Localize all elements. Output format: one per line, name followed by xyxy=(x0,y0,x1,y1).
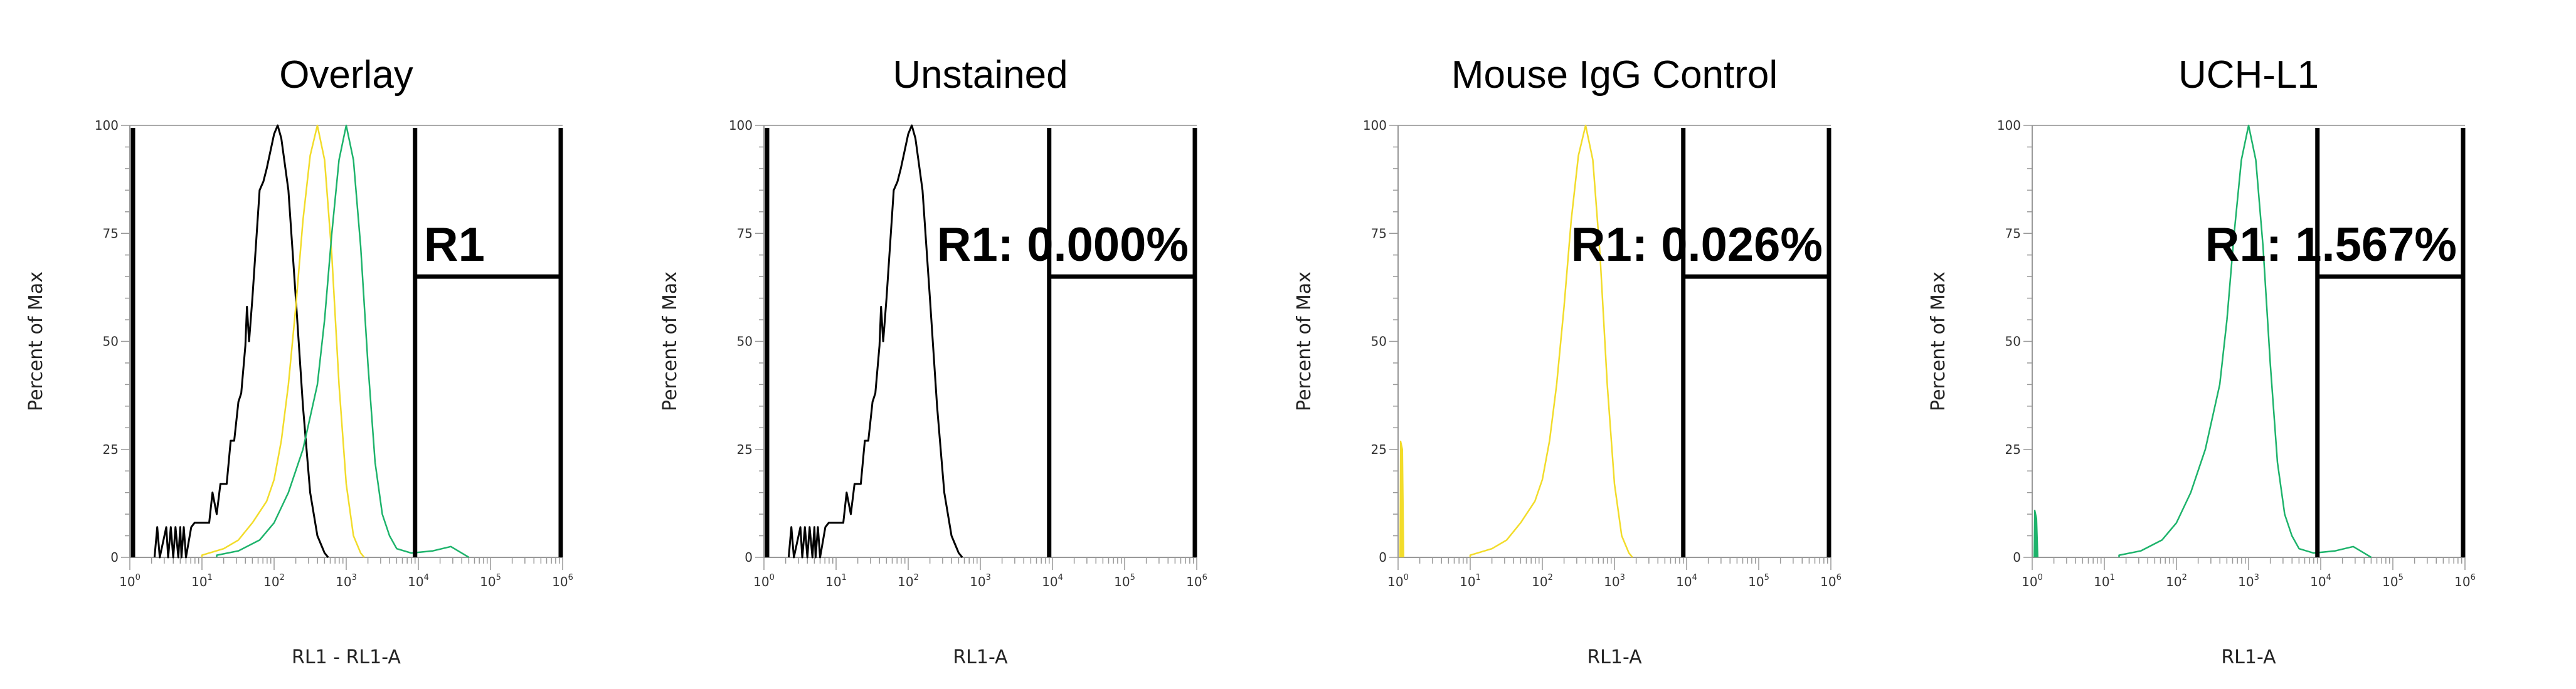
y-tick-label: 75 xyxy=(2005,226,2021,241)
y-tick-label: 50 xyxy=(2005,334,2021,349)
x-tick-label: 100 xyxy=(753,573,775,589)
y-axis-label: Percent of Max xyxy=(1293,271,1315,411)
y-tick-label: 50 xyxy=(1371,334,1387,349)
x-tick-label: 105 xyxy=(480,573,501,589)
y-tick-label: 0 xyxy=(1379,550,1387,565)
y-tick-label: 25 xyxy=(737,442,753,457)
x-tick-label: 101 xyxy=(1460,573,1481,589)
y-tick-label: 100 xyxy=(729,118,753,133)
x-tick-label: 103 xyxy=(970,573,991,589)
y-tick-label: 25 xyxy=(2005,442,2021,457)
x-tick-label: 101 xyxy=(825,573,847,589)
gate-label: R1: 1.567% xyxy=(2205,218,2457,271)
x-tick-label: 104 xyxy=(1042,573,1063,589)
histogram-line-uchl1 xyxy=(216,124,470,559)
x-tick-label: 101 xyxy=(2094,573,2115,589)
x-tick-label: 102 xyxy=(2166,573,2187,589)
x-tick-label: 102 xyxy=(898,573,919,589)
histogram-panel: Unstained 0 25 50 75 100 100 101 102 103 104 105 106… xyxy=(659,53,1207,668)
y-tick-label: 75 xyxy=(737,226,753,241)
y-tick-label: 50 xyxy=(737,334,753,349)
x-tick-label: 105 xyxy=(1748,573,1769,589)
y-tick-label: 75 xyxy=(1371,226,1387,241)
x-tick-label: 106 xyxy=(1186,573,1207,589)
x-tick-label: 106 xyxy=(552,573,573,589)
panel-title: Overlay xyxy=(279,53,413,97)
x-tick-label: 105 xyxy=(2382,573,2404,589)
y-tick-label: 100 xyxy=(1363,118,1387,133)
panel-title: UCH-L1 xyxy=(2178,53,2319,97)
histogram-panel: Overlay 0 25 50 75 100 100 101 102 103 104 105 106 RL… xyxy=(25,53,573,668)
x-tick-label: 103 xyxy=(1604,573,1625,589)
panel-title: Unstained xyxy=(893,53,1068,97)
y-tick-label: 0 xyxy=(110,550,119,565)
gate-label: R1: 0.000% xyxy=(937,218,1189,271)
gate-label: R1 xyxy=(424,218,485,271)
histogram-panel: Mouse IgG Control 0 25 50 75 100 100 101 102 103 1… xyxy=(1293,53,1842,668)
x-tick-label: 106 xyxy=(2454,573,2476,589)
x-axis-label: RL1-A xyxy=(953,646,1008,668)
y-tick-label: 100 xyxy=(95,118,119,133)
y-axis-label: Percent of Max xyxy=(1927,271,1949,411)
y-tick-label: 100 xyxy=(1997,118,2021,133)
x-tick-label: 104 xyxy=(2310,573,2331,589)
y-tick-label: 75 xyxy=(103,226,119,241)
histogram-spike xyxy=(1399,440,1404,558)
y-axis-label: Percent of Max xyxy=(25,271,47,411)
x-axis-label: RL1 - RL1-A xyxy=(292,646,401,668)
y-tick-label: 50 xyxy=(103,334,119,349)
x-tick-label: 100 xyxy=(119,573,140,589)
x-tick-label: 105 xyxy=(1114,573,1135,589)
x-tick-label: 104 xyxy=(408,573,429,589)
x-tick-label: 104 xyxy=(1676,573,1697,589)
x-tick-label: 103 xyxy=(2238,573,2259,589)
histogram-spike xyxy=(2033,509,2038,558)
histogram-line-unstained xyxy=(787,124,963,559)
histogram-line-igg xyxy=(1469,124,1633,558)
y-tick-label: 0 xyxy=(745,550,753,565)
histogram-line-igg xyxy=(201,124,365,558)
x-axis-label: RL1-A xyxy=(1587,646,1642,668)
x-tick-label: 100 xyxy=(1387,573,1409,589)
x-tick-label: 102 xyxy=(263,573,285,589)
y-tick-label: 25 xyxy=(103,442,119,457)
y-axis-label: Percent of Max xyxy=(659,271,681,411)
x-tick-label: 106 xyxy=(1820,573,1842,589)
gate-label: R1: 0.026% xyxy=(1571,218,1823,271)
x-tick-label: 100 xyxy=(2022,573,2043,589)
histogram-line-uchl1 xyxy=(2118,124,2372,559)
panel-title: Mouse IgG Control xyxy=(1451,53,1778,97)
y-tick-label: 0 xyxy=(2013,550,2021,565)
x-tick-label: 102 xyxy=(1532,573,1553,589)
x-tick-label: 101 xyxy=(191,573,213,589)
histogram-panel: UCH-L1 0 25 50 75 100 100 101 102 103 104 105 106 RL1… xyxy=(1927,53,2476,668)
histogram-line-unstained xyxy=(153,124,329,559)
y-tick-label: 25 xyxy=(1371,442,1387,457)
x-tick-label: 103 xyxy=(336,573,357,589)
x-axis-label: RL1-A xyxy=(2221,646,2276,668)
